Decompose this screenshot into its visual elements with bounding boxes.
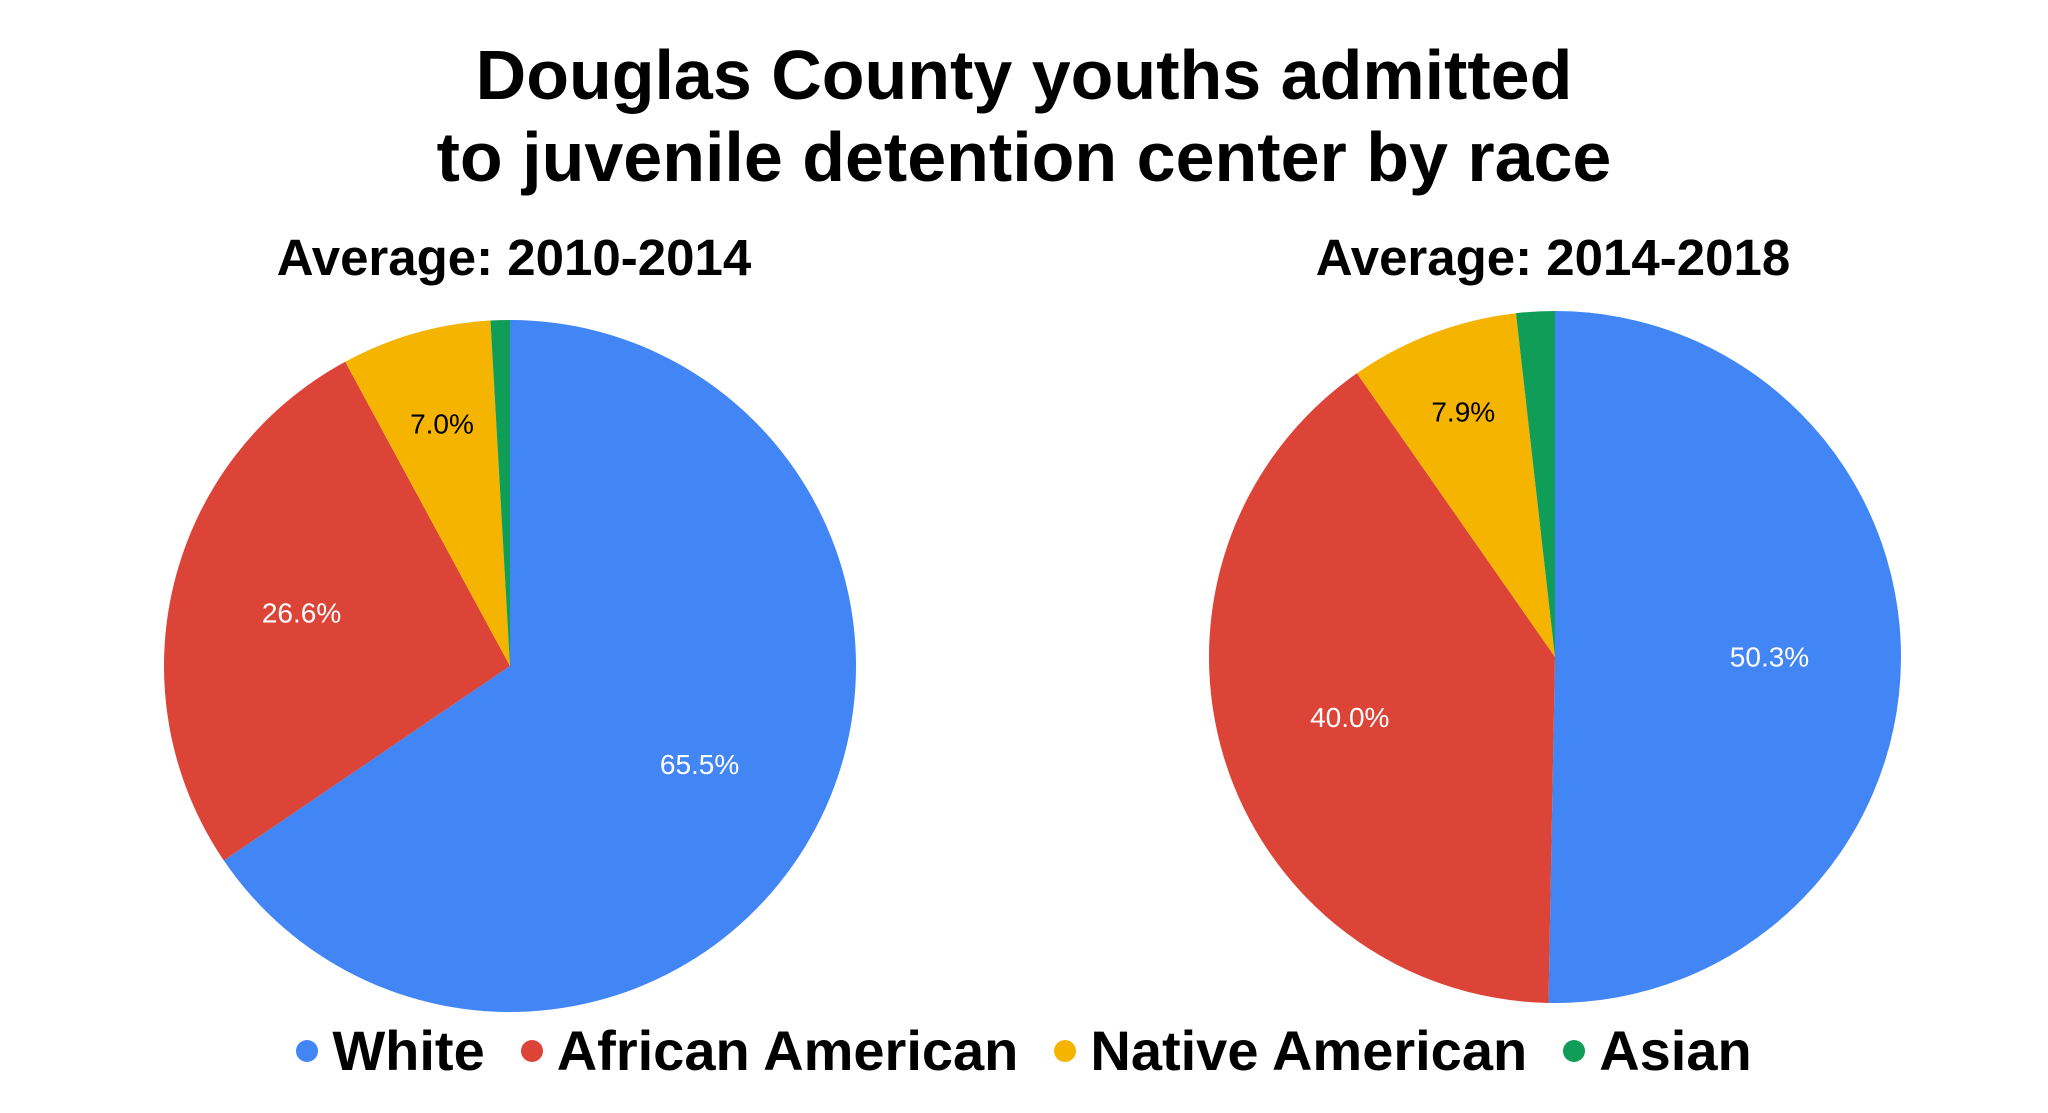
pie-slice-african-american-2014-2018: [1209, 373, 1555, 1003]
data-label-native-american-2010-2014: 7.0%: [410, 409, 474, 440]
legend-label-asian: Asian: [1599, 1019, 1752, 1082]
data-label-african-american-2010-2014: 26.6%: [262, 598, 341, 629]
legend-item-white: White: [296, 1018, 485, 1083]
legend: White African American Native American A…: [0, 1018, 2048, 1083]
data-label-african-american-2014-2018: 40.0%: [1310, 702, 1389, 733]
pie-slice-native-american-2014-2018: [1356, 313, 1555, 657]
legend-label-african-american: African American: [556, 1019, 1019, 1082]
data-label-native-american-2014-2018: 7.9%: [1431, 397, 1495, 428]
legend-label-native-american: Native American: [1090, 1019, 1528, 1082]
pie-slice-white-2010-2014: [223, 320, 857, 1013]
legend-dot-asian: [1563, 1039, 1586, 1062]
chart-title-line-2: to juvenile detention center by race: [436, 118, 1612, 196]
legend-item-african-american: African American: [520, 1018, 1019, 1083]
data-label-white-2014-2018: 50.3%: [1730, 641, 1809, 672]
pie-slice-asian-2014-2018: [1515, 311, 1555, 657]
legend-item-asian: Asian: [1563, 1018, 1752, 1083]
pie-slice-white-2014-2018: [1548, 311, 1902, 1004]
pie-slice-asian-2010-2014: [490, 320, 510, 666]
pie-slice-native-american-2010-2014: [345, 320, 510, 666]
legend-dot-native-american: [1054, 1039, 1077, 1062]
chart-title-line-1: Douglas County youths admitted: [475, 36, 1573, 114]
left-pie-subtitle: Average: 2010-2014: [276, 229, 752, 286]
legend-item-native-american: Native American: [1054, 1018, 1527, 1083]
legend-dot-white: [296, 1039, 319, 1062]
data-label-white-2010-2014: 65.5%: [660, 749, 739, 780]
legend-label-white: White: [332, 1019, 485, 1082]
chart-title: Douglas County youths admitted to juveni…: [0, 34, 2048, 198]
right-pie-subtitle: Average: 2014-2018: [1315, 229, 1791, 286]
pie-slice-african-american-2010-2014: [164, 361, 510, 861]
legend-dot-african-american: [520, 1039, 543, 1062]
